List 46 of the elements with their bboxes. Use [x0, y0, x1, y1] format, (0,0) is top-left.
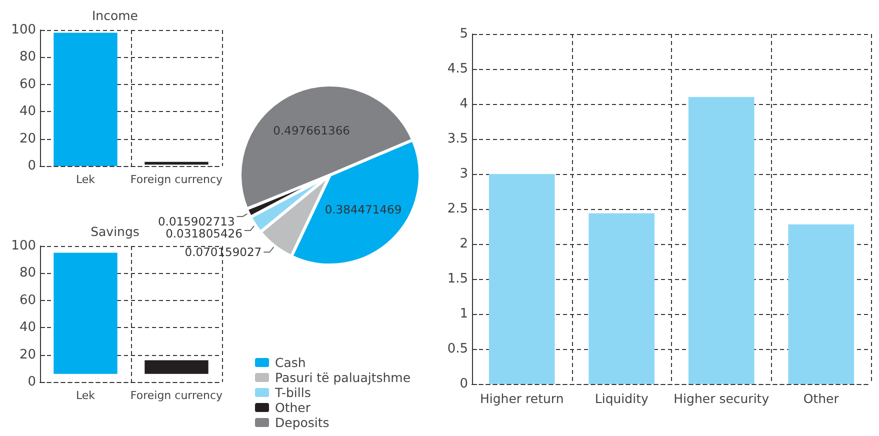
y-tick-label: 3 [460, 166, 468, 182]
bar [788, 224, 854, 384]
legend-label: T-bills [274, 385, 311, 400]
x-tick-label: Higher security [674, 391, 770, 406]
y-tick-label: 20 [19, 131, 36, 146]
x-tick-label: Lek [76, 389, 96, 402]
y-tick-label: 2 [460, 236, 468, 252]
data-label: 0.384471469 [324, 202, 402, 217]
y-tick-label: 0 [28, 374, 36, 390]
x-tick-label: Foreign currency [130, 389, 224, 402]
legend-label: Deposits [275, 415, 330, 430]
data-label: 0.031805426 [166, 226, 242, 241]
y-tick-label: 0 [460, 376, 468, 392]
x-tick-label: Other [803, 391, 840, 406]
y-tick-label: 100 [11, 22, 36, 38]
y-tick-label: 4 [460, 96, 468, 112]
data-label: 0.015902713 [158, 214, 235, 229]
x-tick-label: Lek [76, 173, 96, 186]
y-tick-label: 2.5 [447, 202, 468, 216]
y-tick-label: 0.5 [447, 342, 468, 356]
chart-title: Savings [90, 224, 140, 239]
bar [488, 174, 555, 384]
bar [588, 213, 655, 384]
x-tick-label: Foreign currency [130, 173, 224, 186]
y-tick-label: 0 [28, 158, 36, 174]
legend-label: Pasuri të paluajtshme [275, 370, 411, 385]
y-tick-label: 1.5 [447, 272, 468, 286]
bar [688, 97, 754, 384]
y-tick-label: 60 [19, 76, 36, 92]
y-tick-label: 100 [11, 238, 36, 254]
y-tick-label: 20 [19, 347, 36, 362]
y-tick-label: 40 [19, 320, 36, 336]
y-tick-label: 80 [19, 50, 36, 65]
y-tick-label: 1 [460, 306, 468, 322]
data-label: 0.070159027 [184, 245, 262, 260]
y-tick-label: 4.5 [447, 62, 468, 76]
y-tick-label: 40 [19, 104, 36, 120]
x-tick-label: Higher return [480, 391, 564, 406]
chart-title: Income [92, 8, 138, 23]
legend-label: Cash [275, 355, 306, 370]
y-tick-label: 60 [19, 292, 36, 308]
y-tick-label: 5 [460, 26, 468, 42]
y-tick-label: 80 [19, 266, 36, 281]
y-tick-label: 3.5 [447, 132, 468, 146]
data-label: 0.497661366 [273, 124, 350, 138]
x-tick-label: Liquidity [594, 391, 649, 406]
